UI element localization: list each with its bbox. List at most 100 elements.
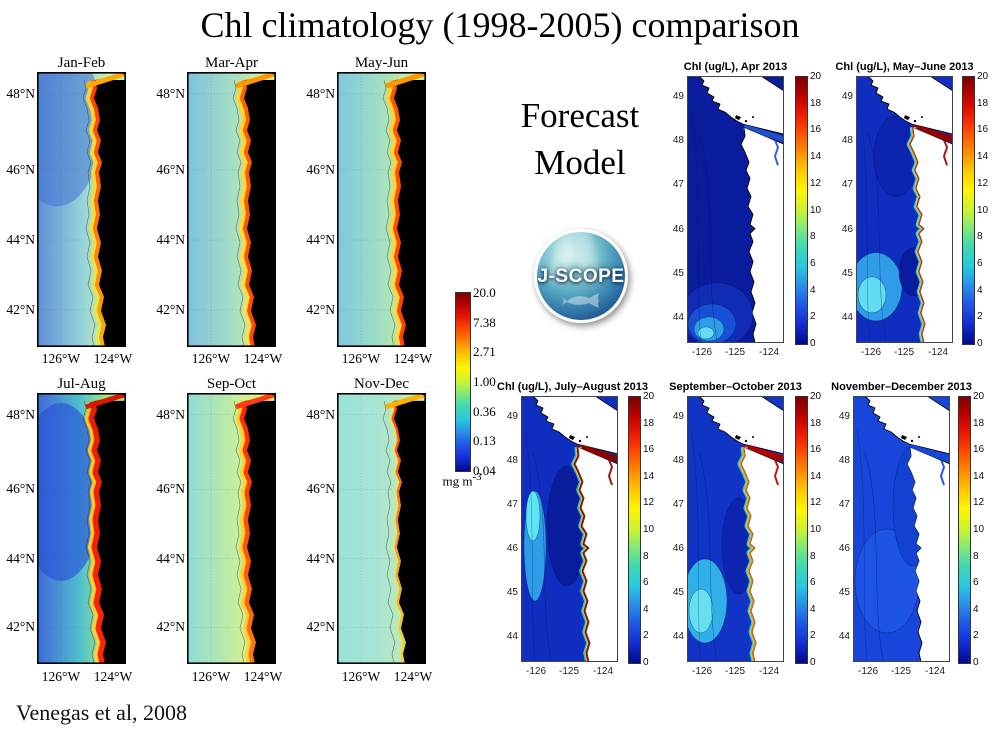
- shelf-contour-line: [82, 79, 96, 347]
- map-frame: [687, 76, 784, 343]
- model-colorbar-tick-label: 18: [810, 418, 822, 429]
- page-title: Chl climatology (1998-2005) comparison: [200, 5, 800, 45]
- lon-tick-label: -124: [924, 666, 946, 677]
- panel-title-jul-aug: Jul-Aug: [57, 376, 106, 392]
- lat-tick-label: 46°N: [306, 162, 335, 177]
- model-colorbar: [958, 396, 971, 664]
- shelf-contour-line: [82, 400, 96, 664]
- lat-tick-label: 48: [506, 455, 518, 466]
- model-colorbar-tick-label: 20: [810, 391, 822, 402]
- colorbar-unit-exponent: -3: [472, 471, 482, 483]
- lat-tick-label: 48: [838, 455, 850, 466]
- model-colorbar-tick-label: 4: [810, 604, 816, 615]
- map-frame: [337, 393, 426, 664]
- islands: [735, 435, 754, 443]
- map-frame: [337, 72, 426, 347]
- lat-tick-label: 45: [672, 268, 684, 279]
- lon-tick-label: -126: [691, 666, 713, 677]
- lat-tick-label: 42°N: [306, 619, 335, 634]
- lat-tick-label: 46: [506, 543, 518, 554]
- model-colorbar-tick-label: 0: [973, 657, 979, 668]
- lat-tick-label: 45: [838, 587, 850, 598]
- lat-tick-label: 42°N: [156, 302, 185, 317]
- lon-tick-label: -126: [525, 666, 547, 677]
- shelf-contour-line: [232, 400, 246, 664]
- offshore-contour: [690, 429, 702, 661]
- land-mask: [244, 80, 276, 347]
- model-map-image-chl-ug-l-may-june-2013: [856, 76, 953, 343]
- model-colorbar-tick-label: 10: [973, 524, 985, 535]
- model-colorbar-tick-label: 8: [973, 551, 979, 562]
- climatology-panel-nov-dec: [337, 393, 426, 664]
- model-colorbar: [628, 396, 641, 664]
- model-colorbar-tick-label: 12: [643, 497, 655, 508]
- map-frame: [856, 76, 953, 343]
- offshore-contour: [524, 429, 536, 661]
- forecast-model-label: Forecast Model: [488, 92, 672, 186]
- lon-tick-label: 124°W: [393, 669, 433, 684]
- coastal-bloom-inner: [739, 446, 758, 662]
- georgia-strait: [594, 396, 618, 412]
- model-colorbar-tick-label: 6: [810, 258, 816, 269]
- lat-tick-label: 44°N: [6, 551, 35, 566]
- lon-tick-label: 126°W: [41, 669, 81, 684]
- model-colorbar-tick-label: 20: [643, 391, 655, 402]
- offshore-contour: [856, 429, 868, 661]
- offshore-contour: [698, 132, 718, 342]
- climatology-colorbar-gradient: [455, 292, 471, 472]
- climatology-colorbar-tick-label: 0.04: [473, 463, 496, 478]
- model-colorbar-tick-label: 8: [977, 231, 983, 242]
- model-map-image-november-december-2013: [853, 396, 950, 662]
- climatology-colorbar-tick-label: 7.38: [473, 315, 496, 330]
- climatology-colorbar-tick-label: 20.0: [473, 285, 496, 300]
- panel-title-mar-apr: Mar-Apr: [204, 55, 258, 71]
- lat-tick-label: 44: [672, 631, 684, 642]
- lat-tick-label: 44°N: [306, 551, 335, 566]
- strait-of-juan-de-fuca: [235, 72, 276, 89]
- model-colorbar: [795, 76, 808, 345]
- model-colorbar-tick-label: 0: [810, 657, 816, 668]
- land-mask: [244, 400, 276, 664]
- map-frame: [853, 396, 950, 662]
- model-colorbar-tick-label: 4: [973, 604, 979, 615]
- lon-tick-label: 124°W: [393, 351, 433, 366]
- lat-tick-label: 44: [841, 312, 853, 323]
- model-colorbar-tick-label: 20: [973, 391, 985, 402]
- lat-tick-label: 48°N: [6, 407, 35, 422]
- offshore-contour: [859, 110, 871, 342]
- lon-tick-label: 126°W: [191, 669, 231, 684]
- lon-tick-label: -125: [893, 347, 915, 358]
- panel-title-nov-dec: Nov-Dec: [354, 376, 409, 392]
- panel-title-may-jun: May-Jun: [354, 55, 409, 71]
- lat-tick-label: 47: [841, 179, 853, 190]
- land-mask: [394, 400, 426, 664]
- model-colorbar-tick-label: 12: [810, 178, 822, 189]
- climatology-map-image-jan-feb: [37, 72, 126, 347]
- model-colorbar-tick-label: 2: [810, 630, 816, 641]
- lon-tick-label: -124: [927, 347, 949, 358]
- model-colorbar-tick-label: 16: [977, 124, 989, 135]
- model-colorbar-tick-label: 14: [810, 151, 822, 162]
- map-frame: [187, 72, 276, 347]
- climatology-map-image-sep-oct: [187, 393, 276, 664]
- lat-tick-label: 45: [672, 587, 684, 598]
- lat-tick-label: 44°N: [306, 232, 335, 247]
- model-panel-september-october-2013: [687, 396, 784, 662]
- model-colorbar-tick-label: 6: [643, 577, 649, 588]
- model-colorbar-tick-label: 10: [643, 524, 655, 535]
- islands: [904, 115, 923, 123]
- model-map-image-chl-ug-l-apr-2013: [687, 76, 784, 343]
- offshore-contour: [867, 132, 887, 342]
- islands: [901, 435, 920, 443]
- climatology-map-image-jul-aug: [37, 393, 126, 664]
- model-colorbar-tick-label: 14: [973, 471, 985, 482]
- climatology-panel-mar-apr: [187, 72, 276, 347]
- model-colorbar-tick-label: 0: [810, 338, 816, 349]
- model-colorbar-tick-label: 2: [973, 630, 979, 641]
- georgia-strait: [926, 396, 950, 412]
- lon-tick-label: -124: [758, 666, 780, 677]
- lat-tick-label: 45: [841, 268, 853, 279]
- climatology-colorbar-tick-label: 2.71: [473, 344, 496, 359]
- climatology-panel-sep-oct: [187, 393, 276, 664]
- lat-tick-label: 44: [672, 312, 684, 323]
